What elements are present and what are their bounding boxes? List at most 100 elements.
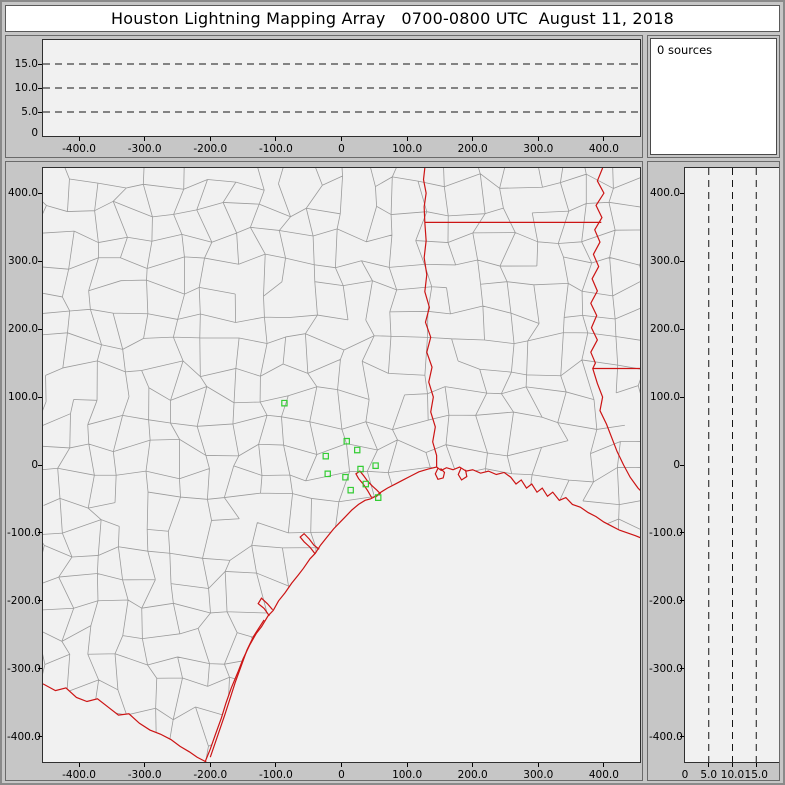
window-title: Houston Lightning Mapping Array 0700-080… [111, 9, 674, 28]
x-tick-label: 400.0 [588, 143, 619, 155]
axis-tick [680, 464, 684, 466]
x-tick-label: -400.0 [62, 769, 96, 781]
y-tick-label: 300.0 [7, 255, 38, 268]
altitude-vs-northsouth-plot[interactable] [684, 167, 779, 763]
source-count-box: 0 sources [650, 38, 777, 155]
x-tick-label: -300.0 [127, 769, 162, 781]
axis-tick [209, 763, 211, 767]
axis-tick [38, 63, 42, 65]
y-tick-label: -200.0 [7, 594, 41, 607]
lma-station-marker [355, 447, 360, 452]
axis-tick [38, 328, 42, 330]
axis-tick [603, 137, 605, 141]
plan-view-map-plot[interactable] [42, 167, 641, 763]
x-tick-label: -200.0 [193, 143, 228, 155]
axis-tick [78, 137, 80, 141]
axis-tick [472, 137, 474, 141]
axis-tick [341, 763, 342, 767]
axis-tick [38, 736, 42, 738]
altitude-tick-label: 15.0 [744, 769, 768, 781]
x-tick-label: 0 [338, 769, 345, 781]
y-tick-label: 300.0 [649, 255, 680, 268]
corpus-christi-bay [258, 598, 272, 616]
lma-station-marker [358, 466, 363, 471]
altitude-vs-northsouth-canvas [708, 168, 757, 762]
plan-view-map-canvas [43, 168, 640, 762]
lma-station-marker [344, 438, 349, 443]
axis-tick [680, 396, 684, 398]
axis-tick [38, 668, 42, 670]
y-tick-label: 400.0 [7, 187, 38, 200]
tx-la-border [424, 222, 436, 467]
x-tick-label: 400.0 [588, 769, 619, 781]
altitude-vs-eastwest-canvas [43, 63, 640, 113]
rio-grande [43, 684, 206, 762]
axis-tick [38, 260, 42, 262]
altitude-tick-label: 10.0 [720, 769, 745, 781]
axis-tick [472, 763, 474, 767]
x-tick-label: -300.0 [127, 143, 162, 155]
y-tick-label: 100.0 [649, 391, 680, 404]
lma-station-marker [348, 487, 353, 492]
axis-tick [406, 763, 408, 767]
altitude-vs-eastwest-plot[interactable] [42, 39, 641, 137]
axis-tick [275, 763, 277, 767]
plan-view-map-panel: -400.0 -300.0 -200.0 -100.0 0 100.0 200.0 300.0… [5, 161, 643, 781]
axis-tick [38, 87, 42, 89]
source-count-label: 0 sources [657, 43, 713, 57]
altitude-vs-eastwest-panel: 5.0 10.0 15.0 0 -400.0 -300.0 -200.0 -100.0 0 100… [5, 35, 643, 158]
lma-station-marker [343, 475, 348, 480]
axis-tick [38, 532, 42, 534]
axis-tick [209, 137, 211, 141]
lma-station-marker [325, 471, 330, 476]
matagorda-bay [300, 534, 319, 554]
axis-tick [144, 137, 146, 141]
axis-tick [38, 464, 42, 466]
altitude-vs-northsouth-panel: 5.0 10.0 15.0 0 400.0 300.0 200.0 100.0 0 -100.0 -… [647, 161, 780, 781]
axis-tick [680, 532, 684, 534]
axis-tick [708, 763, 710, 767]
lma-station-marker [323, 453, 328, 458]
gulf-coastline [205, 467, 640, 762]
axis-tick [680, 736, 684, 738]
axis-tick [341, 137, 342, 141]
y-tick-label: -300.0 [649, 662, 683, 675]
lma-station-marker [376, 495, 381, 500]
gulf-of-mexico [205, 467, 640, 762]
y-tick-label: 0 [31, 459, 38, 471]
altitude-zero-label: 0 [681, 769, 689, 781]
axis-tick [275, 137, 277, 141]
axis-tick [38, 396, 42, 398]
axis-tick [680, 600, 684, 602]
y-tick-label: 0 [673, 459, 680, 471]
axis-tick [537, 137, 539, 141]
x-tick-label: -200.0 [193, 769, 228, 781]
axis-tick [78, 763, 80, 767]
y-tick-label: 200.0 [7, 323, 38, 336]
x-tick-label: 300.0 [523, 143, 554, 155]
x-tick-label: 200.0 [457, 769, 488, 781]
axis-tick [755, 763, 757, 767]
y-tick-label: 400.0 [649, 187, 680, 200]
sabine-lake [435, 468, 444, 479]
altitude-zero-label: 0 [31, 127, 38, 139]
axis-tick [38, 192, 42, 194]
y-tick-label: -300.0 [7, 662, 41, 675]
padre-island [210, 620, 264, 757]
calcasieu-lake [458, 468, 467, 480]
tx-ar-border [424, 168, 427, 222]
source-count-panel: 0 sources [647, 35, 780, 158]
title-bar: Houston Lightning Mapping Array 0700-080… [5, 5, 780, 32]
axis-tick [38, 600, 42, 602]
y-tick-label: -100.0 [7, 526, 41, 539]
lma-station-marker [363, 481, 368, 486]
x-tick-label: 100.0 [392, 769, 423, 781]
x-tick-label: -400.0 [62, 143, 96, 155]
axis-tick [680, 668, 684, 670]
axis-tick [38, 111, 42, 113]
axis-tick [680, 260, 684, 262]
axis-tick [537, 763, 539, 767]
galveston-bay [356, 471, 380, 498]
y-tick-label: 200.0 [649, 323, 680, 336]
axis-tick [732, 763, 733, 767]
